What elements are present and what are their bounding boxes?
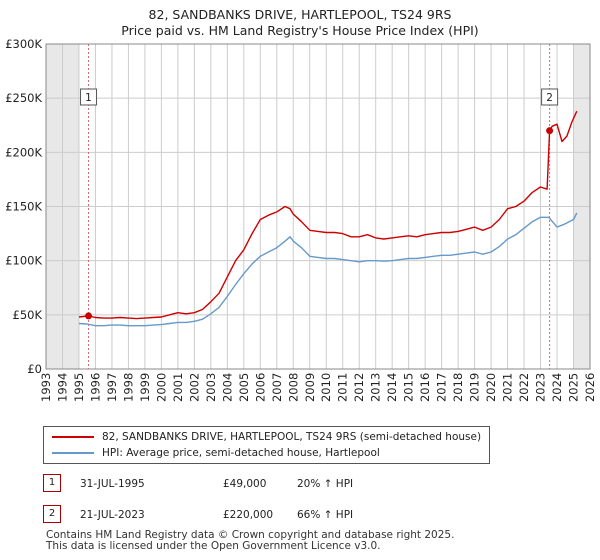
transaction-badge: 1	[43, 474, 61, 492]
legend-label-hpi: HPI: Average price, semi-detached house,…	[102, 447, 380, 459]
y-tick-label: £100K	[5, 254, 42, 268]
y-tick-label: £50K	[13, 308, 43, 322]
footer-attribution: Contains HM Land Registry data © Crown c…	[46, 530, 454, 552]
legend-label-property: 82, SANDBANKS DRIVE, HARTLEPOOL, TS24 9R…	[102, 431, 482, 443]
y-tick-label: £150K	[5, 200, 42, 214]
gridlines	[45, 43, 591, 370]
plot-frame	[45, 43, 591, 370]
y-tick-label: £300K	[5, 37, 42, 51]
x-tick-label: 1999	[138, 373, 152, 402]
y-tick-label: £200K	[5, 145, 42, 159]
x-tick-label: 2017	[435, 373, 449, 402]
x-tick-label: 2005	[237, 373, 251, 402]
series-lines	[78, 110, 578, 327]
x-tick-label: 2006	[253, 373, 267, 402]
y-tick-label: £0	[27, 362, 42, 376]
x-tick-label: 2009	[303, 373, 317, 402]
sale-point	[546, 127, 554, 135]
legend: 82, SANDBANKS DRIVE, HARTLEPOOL, TS24 9R…	[43, 426, 490, 464]
hpi-series-line	[78, 212, 578, 327]
x-tick-label: 2000	[154, 373, 168, 402]
transaction-price: £220,000	[223, 509, 274, 521]
x-tick-label: 1996	[88, 373, 102, 402]
x-tick-label: 2018	[451, 373, 465, 402]
transaction-hpi-change: 66% ↑ HPI	[297, 509, 354, 521]
x-tick-label: 2012	[352, 373, 366, 402]
sale-points	[85, 127, 554, 320]
legend-item-hpi: HPI: Average price, semi-detached house,…	[52, 445, 380, 461]
transaction-hpi-change: 20% ↑ HPI	[297, 478, 354, 490]
x-tick-label: 1993	[39, 373, 53, 402]
x-tick-label: 2019	[468, 373, 482, 402]
legend-item-property: 82, SANDBANKS DRIVE, HARTLEPOOL, TS24 9R…	[52, 429, 481, 445]
x-tick-label: 2020	[484, 373, 498, 402]
x-tick-label: 2007	[270, 373, 284, 402]
x-tick-label: 1995	[72, 373, 86, 402]
property-series-line	[78, 110, 578, 320]
footer-line-1: Contains HM Land Registry data © Crown c…	[46, 529, 455, 541]
x-tick-label: 2010	[319, 373, 333, 402]
x-axis-labels: 1993 1994 1995 1996 1997 1998 1999 2000 2001 2002…	[39, 373, 597, 402]
x-tick-label: 2016	[418, 373, 432, 402]
sale-badge-label: 1	[85, 92, 92, 104]
x-tick-label: 2026	[583, 373, 597, 402]
transaction-price: £49,000	[223, 478, 267, 490]
x-tick-label: 2001	[171, 373, 185, 402]
x-tick-label: 2022	[517, 373, 531, 402]
x-tick-label: 2023	[534, 373, 548, 402]
x-tick-label: 1997	[105, 373, 119, 402]
sale-badge-box	[80, 88, 98, 106]
sale-badge-box	[541, 88, 559, 106]
chart-title-line1: 82, SANDBANKS DRIVE, HARTLEPOOL, TS24 9R…	[148, 7, 452, 22]
x-tick-label: 1994	[55, 373, 69, 402]
y-axis-labels: £0 £50K £100K £150K £200K £250K £300K	[5, 37, 42, 376]
x-tick-label: 2004	[220, 373, 234, 402]
x-tick-label: 2008	[286, 373, 300, 402]
transaction-date: 21-JUL-2023	[80, 509, 145, 521]
x-tick-label: 2003	[204, 373, 218, 402]
x-tick-label: 2015	[402, 373, 416, 402]
transaction-badge: 2	[43, 505, 61, 523]
x-tick-label: 2021	[501, 373, 515, 402]
y-tick-label: £250K	[5, 91, 42, 105]
x-tick-label: 2014	[385, 373, 399, 402]
x-tick-label: 2013	[369, 373, 383, 402]
transaction-date: 31-JUL-1995	[80, 478, 145, 490]
x-tick-label: 2024	[550, 373, 564, 402]
sale-point	[85, 312, 93, 320]
legend-swatch-hpi	[52, 452, 94, 454]
sale-badge-label: 2	[546, 92, 553, 104]
x-tick-label: 2002	[187, 373, 201, 402]
legend-swatch-property	[52, 436, 94, 438]
x-tick-label: 1998	[121, 373, 135, 402]
x-tick-label: 2025	[567, 373, 581, 402]
x-tick-label: 2011	[336, 373, 350, 402]
chart-title-line2: Price paid vs. HM Land Registry's House …	[121, 23, 479, 38]
footer-line-2: This data is licensed under the Open Gov…	[46, 540, 381, 552]
